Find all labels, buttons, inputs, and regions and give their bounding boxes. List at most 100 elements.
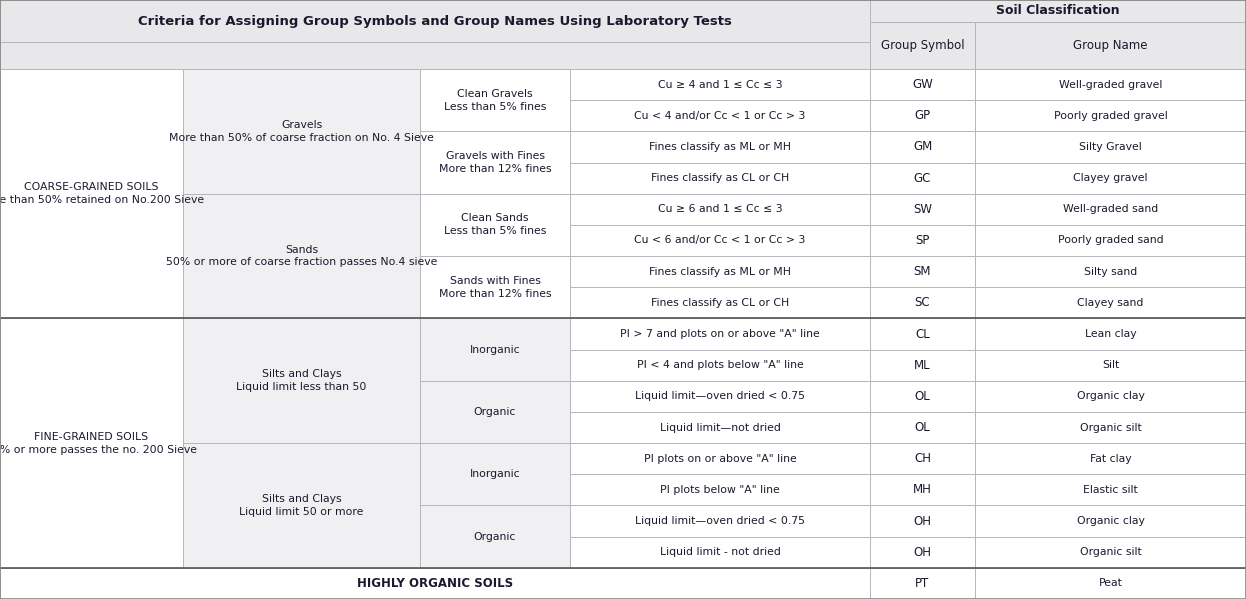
Text: Silty sand: Silty sand bbox=[1084, 267, 1138, 277]
Bar bbox=[569, 350, 870, 381]
Text: Poorly graded gravel: Poorly graded gravel bbox=[1054, 111, 1168, 121]
Text: Fat clay: Fat clay bbox=[1090, 453, 1131, 464]
Bar bbox=[976, 319, 1246, 350]
Bar bbox=[870, 350, 976, 381]
Bar bbox=[870, 537, 976, 568]
Bar bbox=[569, 381, 870, 412]
Bar bbox=[569, 256, 870, 288]
Text: Liquid limit—not dried: Liquid limit—not dried bbox=[659, 422, 780, 432]
Text: HIGHLY ORGANIC SOILS: HIGHLY ORGANIC SOILS bbox=[356, 577, 513, 590]
Text: Lean clay: Lean clay bbox=[1085, 329, 1136, 339]
Bar bbox=[976, 412, 1246, 443]
Text: PI plots on or above "A" line: PI plots on or above "A" line bbox=[644, 453, 796, 464]
Bar bbox=[870, 412, 976, 443]
Bar bbox=[0, 69, 183, 319]
Bar bbox=[976, 443, 1246, 474]
Text: PI plots below "A" line: PI plots below "A" line bbox=[660, 485, 780, 495]
Text: Fines classify as CL or CH: Fines classify as CL or CH bbox=[650, 173, 789, 183]
Text: Cu < 6 and/or Cc < 1 or Cc > 3: Cu < 6 and/or Cc < 1 or Cc > 3 bbox=[634, 235, 806, 246]
Bar bbox=[569, 537, 870, 568]
Text: Organic silt: Organic silt bbox=[1079, 547, 1141, 557]
Text: OL: OL bbox=[915, 390, 931, 403]
Text: Cu ≥ 4 and 1 ≤ Cc ≤ 3: Cu ≥ 4 and 1 ≤ Cc ≤ 3 bbox=[658, 80, 782, 90]
Bar bbox=[420, 256, 569, 319]
Text: PT: PT bbox=[916, 577, 930, 590]
Bar bbox=[870, 568, 976, 599]
Bar bbox=[870, 506, 976, 537]
Bar bbox=[976, 193, 1246, 225]
Bar bbox=[420, 506, 569, 568]
Bar bbox=[420, 319, 569, 381]
Text: Silts and Clays
Liquid limit less than 50: Silts and Clays Liquid limit less than 5… bbox=[237, 370, 366, 392]
Text: Group Symbol: Group Symbol bbox=[881, 39, 964, 52]
Bar bbox=[976, 568, 1246, 599]
Bar bbox=[569, 225, 870, 256]
Bar bbox=[976, 69, 1246, 100]
Text: Clean Sands
Less than 5% fines: Clean Sands Less than 5% fines bbox=[444, 213, 546, 236]
Text: Inorganic: Inorganic bbox=[470, 344, 521, 355]
Bar bbox=[569, 506, 870, 537]
Text: Inorganic: Inorganic bbox=[470, 469, 521, 479]
Text: SW: SW bbox=[913, 203, 932, 216]
Text: Organic clay: Organic clay bbox=[1077, 516, 1144, 526]
Bar bbox=[870, 225, 976, 256]
Text: SC: SC bbox=[915, 297, 931, 309]
Text: Well-graded sand: Well-graded sand bbox=[1063, 204, 1158, 214]
Bar bbox=[569, 474, 870, 506]
Bar bbox=[976, 162, 1246, 193]
Bar bbox=[976, 474, 1246, 506]
Text: Elastic silt: Elastic silt bbox=[1083, 485, 1138, 495]
Bar bbox=[0, 319, 183, 568]
Bar bbox=[569, 443, 870, 474]
Text: Organic clay: Organic clay bbox=[1077, 391, 1144, 401]
Text: PI < 4 and plots below "A" line: PI < 4 and plots below "A" line bbox=[637, 360, 804, 370]
Text: Cu < 4 and/or Cc < 1 or Cc > 3: Cu < 4 and/or Cc < 1 or Cc > 3 bbox=[634, 111, 806, 121]
Text: Silt: Silt bbox=[1101, 360, 1119, 370]
Bar bbox=[870, 381, 976, 412]
Text: Silts and Clays
Liquid limit 50 or more: Silts and Clays Liquid limit 50 or more bbox=[239, 494, 364, 517]
Bar bbox=[976, 350, 1246, 381]
Text: Fines classify as CL or CH: Fines classify as CL or CH bbox=[650, 298, 789, 308]
Bar bbox=[976, 256, 1246, 288]
Bar bbox=[420, 131, 569, 193]
Bar bbox=[870, 288, 976, 319]
Text: Poorly graded sand: Poorly graded sand bbox=[1058, 235, 1164, 246]
Text: GM: GM bbox=[913, 140, 932, 153]
Text: Sands
50% or more of coarse fraction passes No.4 sieve: Sands 50% or more of coarse fraction pas… bbox=[166, 244, 437, 268]
Text: MH: MH bbox=[913, 483, 932, 497]
Bar bbox=[0, 568, 870, 599]
Text: Gravels with Fines
More than 12% fines: Gravels with Fines More than 12% fines bbox=[439, 151, 551, 174]
Text: COARSE-GRAINED SOILS
More than 50% retained on No.200 Sieve: COARSE-GRAINED SOILS More than 50% retai… bbox=[0, 182, 204, 205]
Bar bbox=[976, 225, 1246, 256]
Text: Sands with Fines
More than 12% fines: Sands with Fines More than 12% fines bbox=[439, 276, 551, 299]
Bar bbox=[976, 506, 1246, 537]
Bar bbox=[976, 381, 1246, 412]
Bar bbox=[0, 42, 870, 69]
Text: PI > 7 and plots on or above "A" line: PI > 7 and plots on or above "A" line bbox=[621, 329, 820, 339]
Text: SP: SP bbox=[916, 234, 930, 247]
Text: Liquid limit - not dried: Liquid limit - not dried bbox=[659, 547, 780, 557]
Text: SM: SM bbox=[913, 265, 931, 278]
Bar bbox=[569, 162, 870, 193]
Bar bbox=[870, 319, 976, 350]
Bar bbox=[870, 193, 976, 225]
Text: Peat: Peat bbox=[1099, 579, 1123, 588]
Bar bbox=[420, 381, 569, 443]
Text: OH: OH bbox=[913, 515, 932, 528]
Text: Organic silt: Organic silt bbox=[1079, 422, 1141, 432]
Bar bbox=[976, 131, 1246, 162]
Text: CL: CL bbox=[915, 328, 930, 340]
Bar bbox=[870, 131, 976, 162]
Bar bbox=[183, 193, 420, 319]
Text: GP: GP bbox=[915, 109, 931, 122]
Text: Silty Gravel: Silty Gravel bbox=[1079, 142, 1141, 152]
Bar bbox=[870, 69, 976, 100]
Bar bbox=[420, 193, 569, 256]
Bar bbox=[976, 100, 1246, 131]
Text: Soil Classification: Soil Classification bbox=[997, 5, 1120, 17]
Bar bbox=[870, 256, 976, 288]
Text: Clayey gravel: Clayey gravel bbox=[1073, 173, 1148, 183]
Text: OH: OH bbox=[913, 546, 932, 559]
Text: CH: CH bbox=[915, 452, 931, 465]
Bar bbox=[183, 319, 420, 443]
